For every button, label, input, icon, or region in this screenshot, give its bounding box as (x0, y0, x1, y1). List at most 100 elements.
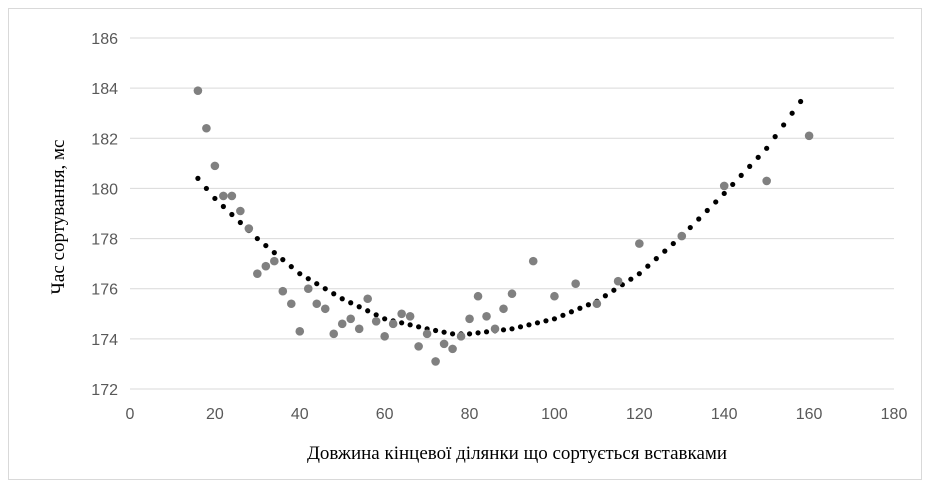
data-point (431, 357, 440, 366)
y-tick-label: 180 (91, 181, 118, 198)
data-point (236, 206, 245, 216)
y-tick-label: 176 (91, 282, 118, 299)
x-tick-label: 160 (796, 406, 823, 423)
y-tick-label: 174 (91, 332, 118, 349)
y-tick-label: 182 (91, 131, 118, 148)
y-tick-label: 178 (91, 232, 118, 249)
data-point (456, 332, 466, 341)
trendline-dot (628, 276, 634, 282)
data-point (422, 329, 432, 339)
data-point (592, 299, 602, 309)
trendline-dot (305, 276, 311, 282)
trendline-dot (543, 318, 549, 324)
trendline-dot (195, 175, 201, 181)
trendline-dot (229, 211, 235, 218)
data-point (762, 176, 771, 186)
trendline-dot (212, 195, 218, 202)
trendline-dot (721, 190, 727, 197)
trendline-dot (254, 235, 260, 242)
data-point (448, 344, 457, 354)
data-point (193, 86, 203, 95)
trendline-dot (322, 286, 328, 292)
trendline-dot (407, 322, 413, 328)
data-point (635, 239, 644, 248)
data-point (473, 291, 483, 301)
x-tick-label: 120 (626, 406, 653, 423)
data-point (244, 224, 254, 233)
trendline-dot (534, 320, 541, 326)
trendline-dot (713, 199, 719, 205)
trendline-dot (730, 181, 736, 188)
data-point (202, 123, 211, 133)
data-point (414, 342, 423, 351)
trendline-dot (798, 98, 804, 105)
data-point (388, 319, 398, 329)
data-points (193, 86, 814, 366)
y-axis-title: Час сортування, мс (48, 140, 69, 295)
trendline-dot (781, 122, 787, 128)
trendline-dot (789, 110, 795, 116)
trendline-dot (755, 154, 761, 160)
trendline-dot (696, 216, 702, 222)
data-point (303, 284, 313, 294)
trendline-dot (416, 324, 422, 330)
trendline-dot (509, 326, 515, 332)
data-point (397, 309, 406, 319)
data-point (507, 289, 517, 299)
data-point (804, 131, 814, 141)
gridlines (130, 37, 894, 390)
trendline-dot (373, 312, 379, 318)
trendline-dot (772, 134, 778, 140)
data-point (346, 314, 356, 324)
trendline-dot (348, 300, 354, 306)
data-point (371, 317, 381, 326)
data-point (499, 304, 508, 314)
trendline-dot (331, 291, 337, 297)
trendline-dot (280, 257, 286, 263)
trendline-dot (611, 287, 617, 293)
trendline-dot (704, 207, 710, 214)
data-point (270, 256, 279, 266)
trendline-dot (271, 250, 277, 256)
trendline-dot (399, 320, 405, 326)
x-tick-label: 40 (291, 406, 309, 423)
trendline-dot (551, 316, 558, 322)
data-point (550, 291, 559, 301)
trendline-dot (483, 329, 490, 335)
data-point (719, 181, 729, 191)
trendline-dot (568, 309, 575, 315)
trendline-dot (560, 312, 566, 318)
trendline-dot (382, 316, 388, 322)
trendline-dot (687, 224, 693, 231)
trendline-dot (475, 330, 481, 336)
data-point (439, 339, 449, 349)
x-tick-label: 80 (461, 406, 479, 423)
y-tick-label: 184 (91, 81, 118, 98)
data-point (295, 327, 305, 336)
data-point (210, 161, 220, 171)
data-point (465, 314, 474, 324)
trendline-dot (449, 331, 456, 337)
trendline-dot (526, 322, 532, 328)
x-tick-label: 180 (881, 406, 908, 423)
x-axis-title: Довжина кінцевої ділянки що сортується в… (307, 443, 727, 464)
data-point (286, 299, 296, 309)
x-tick-labels: 0 20 40 60 80 100 120 140 160 180 (126, 406, 908, 423)
trendline-dot (365, 308, 371, 314)
trendline-dot (263, 242, 269, 249)
trendline-dot (433, 327, 439, 334)
trendline-dot (738, 172, 744, 178)
trendline-dot (288, 264, 294, 270)
data-point (528, 256, 538, 266)
trendline-dot (339, 296, 345, 302)
trendline-dot (653, 256, 659, 262)
trendline-dot (466, 331, 473, 337)
scatter-chart: 172 174 176 178 180 182 184 186 0 20 40 60 80 100 120… (48, 31, 908, 464)
trendline-dot (203, 185, 209, 192)
data-point (571, 279, 580, 289)
trendline-dot (602, 293, 608, 299)
trendline-dot (517, 324, 524, 330)
data-point (312, 299, 322, 309)
x-tick-label: 20 (206, 406, 224, 423)
trendline-dot (356, 304, 362, 310)
